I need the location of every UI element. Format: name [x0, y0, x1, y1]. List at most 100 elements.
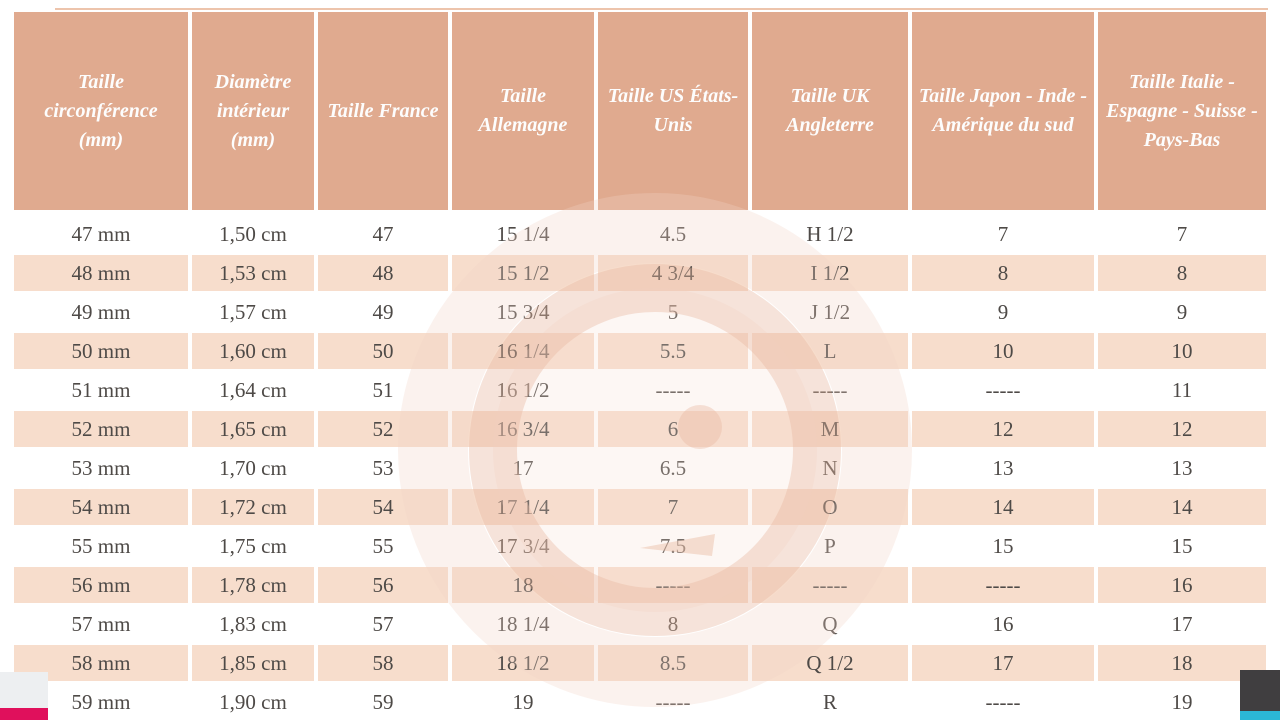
table-cell: 16 1/2: [452, 372, 598, 408]
table-cell: 17 3/4: [452, 528, 598, 564]
table-cell: 15: [1098, 528, 1266, 564]
table-cell: 49: [318, 294, 452, 330]
table-row: 59 mm 1,90 cm 59 19 ----- R ----- 19: [14, 684, 1266, 720]
table-cell: 15: [912, 528, 1098, 564]
table-cell: -----: [598, 372, 752, 408]
column-header: Taille France: [318, 12, 452, 210]
table-cell: L: [752, 333, 912, 369]
table-row: 53 mm 1,70 cm 53 17 6.5 N 13 13: [14, 450, 1266, 486]
table-cell: 4.5: [598, 216, 752, 252]
table-cell: 1,50 cm: [192, 216, 318, 252]
table-cell: 18: [1098, 645, 1266, 681]
table-cell: 16 3/4: [452, 411, 598, 447]
table-cell: 18: [452, 567, 598, 603]
table-cell: 52 mm: [14, 411, 192, 447]
table-cell: 8: [1098, 255, 1266, 291]
column-header: Taille UK Angleterre: [752, 12, 912, 210]
column-header: Taille Allemagne: [452, 12, 598, 210]
table-cell: 52: [318, 411, 452, 447]
table-cell: -----: [752, 372, 912, 408]
table-cell: 51: [318, 372, 452, 408]
table-cell: 11: [1098, 372, 1266, 408]
table-cell: 1,78 cm: [192, 567, 318, 603]
table-cell: 7: [1098, 216, 1266, 252]
table-cell: O: [752, 489, 912, 525]
table-cell: 16: [1098, 567, 1266, 603]
table-cell: 57: [318, 606, 452, 642]
table-cell: 54 mm: [14, 489, 192, 525]
table-cell: H 1/2: [752, 216, 912, 252]
table-cell: 17: [452, 450, 598, 486]
table-cell: 18 1/4: [452, 606, 598, 642]
table-cell: 48: [318, 255, 452, 291]
table-cell: 58: [318, 645, 452, 681]
table-cell: 19: [1098, 684, 1266, 720]
table-cell: 9: [1098, 294, 1266, 330]
table-cell: 1,75 cm: [192, 528, 318, 564]
table-row: 57 mm 1,83 cm 57 18 1/4 8 Q 16 17: [14, 606, 1266, 642]
table-cell: 14: [912, 489, 1098, 525]
table-cell: 57 mm: [14, 606, 192, 642]
column-header: Diamètre intérieur (mm): [192, 12, 318, 210]
table-cell: 59: [318, 684, 452, 720]
table-cell: 17: [912, 645, 1098, 681]
table-cell: -----: [912, 567, 1098, 603]
table-body: 47 mm 1,50 cm 47 15 1/4 4.5 H 1/2 7 7 48 mm 1,53 …: [14, 216, 1266, 720]
table-cell: N: [752, 450, 912, 486]
bottom-left-panel: [0, 672, 48, 708]
table-cell: 15 1/4: [452, 216, 598, 252]
table-cell: J 1/2: [752, 294, 912, 330]
table-cell: 9: [912, 294, 1098, 330]
table-row: 51 mm 1,64 cm 51 16 1/2 ----- ----- ----- 11: [14, 372, 1266, 408]
bottom-right-teal-bar: [1240, 711, 1280, 720]
table-cell: 1,60 cm: [192, 333, 318, 369]
table-cell: -----: [598, 567, 752, 603]
table-cell: Q: [752, 606, 912, 642]
table-cell: 16: [912, 606, 1098, 642]
table-cell: 12: [912, 411, 1098, 447]
table-cell: 51 mm: [14, 372, 192, 408]
table-cell: 7: [598, 489, 752, 525]
table-cell: 1,83 cm: [192, 606, 318, 642]
table-cell: 48 mm: [14, 255, 192, 291]
table-cell: -----: [598, 684, 752, 720]
table-cell: -----: [752, 567, 912, 603]
table-cell: 1,65 cm: [192, 411, 318, 447]
table-cell: 19: [452, 684, 598, 720]
table-cell: 50: [318, 333, 452, 369]
table-cell: 15 1/2: [452, 255, 598, 291]
table-row: 50 mm 1,60 cm 50 16 1/4 5.5 L 10 10: [14, 333, 1266, 369]
table-cell: 12: [1098, 411, 1266, 447]
table-cell: 56: [318, 567, 452, 603]
column-header: Taille US États-Unis: [598, 12, 752, 210]
table-cell: 8.5: [598, 645, 752, 681]
table-cell: 1,72 cm: [192, 489, 318, 525]
bottom-right-dark-button[interactable]: [1240, 670, 1280, 711]
table-cell: 47 mm: [14, 216, 192, 252]
table-cell: 10: [1098, 333, 1266, 369]
table-cell: 13: [1098, 450, 1266, 486]
table-cell: 1,57 cm: [192, 294, 318, 330]
table-cell: 6.5: [598, 450, 752, 486]
table-cell: 1,64 cm: [192, 372, 318, 408]
table-cell: P: [752, 528, 912, 564]
table-cell: 5: [598, 294, 752, 330]
table-cell: 8: [912, 255, 1098, 291]
table-cell: Q 1/2: [752, 645, 912, 681]
header-row: Taille circonférence (mm) Diamètre intéri…: [14, 12, 1266, 210]
table-cell: 15 3/4: [452, 294, 598, 330]
column-header: Taille Japon - Inde - Amérique du sud: [912, 12, 1098, 210]
table-cell: 1,90 cm: [192, 684, 318, 720]
table-cell: 1,53 cm: [192, 255, 318, 291]
table-cell: 55: [318, 528, 452, 564]
table-cell: 56 mm: [14, 567, 192, 603]
bottom-left-accent-button[interactable]: [0, 708, 48, 720]
table-row: 54 mm 1,72 cm 54 17 1/4 7 O 14 14: [14, 489, 1266, 525]
column-header: Taille circonférence (mm): [14, 12, 192, 210]
table-cell: 8: [598, 606, 752, 642]
table-row: 52 mm 1,65 cm 52 16 3/4 6 M 12 12: [14, 411, 1266, 447]
table-cell: 4 3/4: [598, 255, 752, 291]
column-header: Taille Italie - Espagne - Suisse - Pays-…: [1098, 12, 1266, 210]
table-row: 48 mm 1,53 cm 48 15 1/2 4 3/4 I 1/2 8 8: [14, 255, 1266, 291]
table-row: 56 mm 1,78 cm 56 18 ----- ----- ----- 16: [14, 567, 1266, 603]
